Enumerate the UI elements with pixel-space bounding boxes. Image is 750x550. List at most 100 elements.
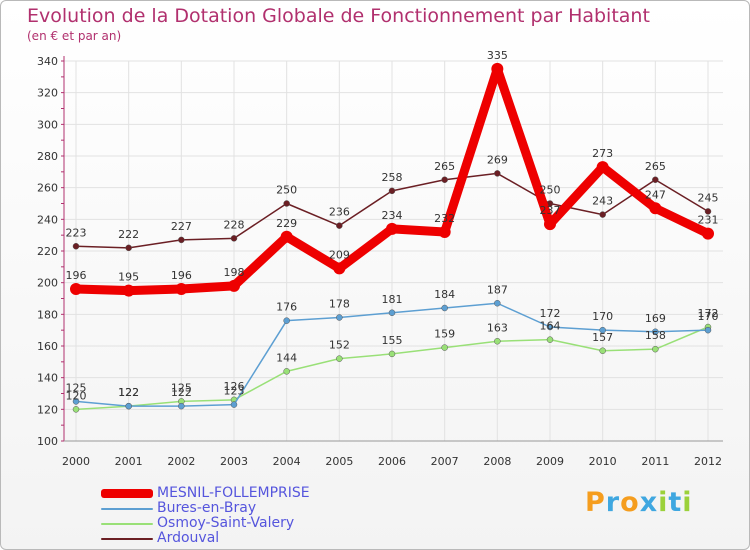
data-label-osmoy-saint-valery: 122 — [118, 386, 139, 399]
data-label-ardouval: 236 — [329, 206, 350, 219]
legend-swatch-bures — [101, 508, 153, 510]
logo-letter: r — [605, 487, 621, 518]
data-label-mesnil-follemprise: 229 — [276, 217, 297, 230]
data-point-osmoy-saint-valery — [546, 336, 554, 343]
data-point-mesnil-follemprise — [596, 161, 609, 174]
y-tick-label: 300 — [37, 118, 58, 131]
legend-item-bures: Bures-en-Bray — [101, 500, 401, 516]
data-point-osmoy-saint-valery — [652, 345, 659, 353]
data-label-osmoy-saint-valery: 159 — [434, 328, 455, 341]
data-point-osmoy-saint-valery — [336, 355, 343, 362]
data-point-mesnil-follemprise — [333, 262, 346, 275]
y-tick-label: 180 — [37, 308, 58, 321]
data-point-mesnil-follemprise — [491, 62, 504, 75]
data-point-osmoy-saint-valery — [283, 368, 290, 375]
data-point-bures-en-bray — [441, 304, 448, 312]
y-tick-label: 140 — [37, 372, 58, 385]
data-label-ardouval: 228 — [224, 218, 245, 231]
data-point-mesnil-follemprise — [122, 284, 135, 297]
x-tick-label: 2002 — [167, 455, 195, 468]
data-point-osmoy-saint-valery — [599, 347, 606, 354]
data-label-osmoy-saint-valery: 163 — [487, 321, 508, 334]
data-label-ardouval: 250 — [540, 184, 561, 197]
legend-label-osmoy: Osmoy-Saint-Valery — [157, 515, 295, 531]
data-point-bures-en-bray — [599, 326, 606, 334]
data-label-ardouval: 222 — [118, 228, 139, 241]
logo-letter: i — [682, 487, 693, 518]
data-point-ardouval — [388, 187, 396, 195]
data-label-bures-en-bray: 176 — [276, 301, 297, 314]
y-tick-label: 220 — [37, 245, 58, 258]
legend-item-mesnil: MESNIL-FOLLEMPRISE — [101, 485, 401, 501]
x-tick-label: 2010 — [589, 455, 617, 468]
data-label-ardouval: 265 — [434, 160, 455, 173]
x-tick-label: 2007 — [431, 455, 459, 468]
data-point-mesnil-follemprise — [702, 227, 714, 240]
data-label-ardouval: 245 — [698, 191, 719, 204]
x-tick-label: 2006 — [378, 455, 406, 468]
y-tick-label: 200 — [37, 277, 58, 290]
data-label-mesnil-follemprise: 209 — [329, 248, 350, 261]
data-point-mesnil-follemprise — [228, 279, 240, 292]
data-label-mesnil-follemprise: 196 — [66, 269, 87, 282]
x-tick-label: 2001 — [115, 455, 143, 468]
data-point-mesnil-follemprise — [438, 226, 451, 238]
data-point-bures-en-bray — [283, 317, 290, 324]
data-label-mesnil-follemprise: 234 — [382, 209, 403, 222]
data-point-bures-en-bray — [704, 326, 712, 334]
data-label-mesnil-follemprise: 198 — [224, 266, 245, 279]
legend-item-ardouval: Ardouval — [101, 530, 401, 546]
data-label-bures-en-bray: 169 — [645, 312, 666, 325]
data-label-bures-en-bray: 123 — [224, 385, 245, 398]
data-label-mesnil-follemprise: 195 — [118, 271, 139, 284]
logo-letter: t — [668, 487, 683, 518]
x-tick-label: 2008 — [483, 455, 511, 468]
logo-letter: o — [620, 487, 640, 518]
legend-swatch-mesnil — [101, 489, 153, 498]
y-tick-label: 120 — [37, 403, 58, 416]
y-tick-label: 340 — [37, 55, 58, 68]
data-label-osmoy-saint-valery: 126 — [224, 380, 245, 393]
x-tick-label: 2009 — [536, 455, 564, 468]
data-point-mesnil-follemprise — [70, 283, 82, 295]
data-label-mesnil-follemprise: 335 — [487, 49, 508, 62]
data-point-bures-en-bray — [230, 401, 238, 408]
data-label-osmoy-saint-valery: 164 — [540, 320, 561, 333]
legend-item-osmoy: Osmoy-Saint-Valery — [101, 515, 401, 531]
data-label-mesnil-follemprise: 247 — [645, 188, 666, 201]
x-tick-label: 2003 — [220, 455, 248, 468]
data-point-ardouval — [704, 208, 712, 215]
data-label-mesnil-follemprise: 237 — [540, 204, 561, 217]
legend-swatch-osmoy — [101, 523, 153, 525]
data-label-mesnil-follemprise: 232 — [434, 212, 455, 225]
data-point-ardouval — [230, 235, 238, 242]
logo-letter: P — [585, 487, 606, 518]
y-tick-label: 280 — [37, 150, 58, 163]
data-label-bures-en-bray: 170 — [698, 310, 719, 323]
data-label-bures-en-bray: 122 — [171, 386, 192, 399]
data-point-ardouval — [494, 170, 501, 177]
legend: MESNIL-FOLLEMPRISE Bures-en-Bray Osmoy-S… — [101, 485, 401, 546]
data-point-bures-en-bray — [388, 309, 396, 316]
data-point-mesnil-follemprise — [544, 218, 556, 231]
data-label-mesnil-follemprise: 231 — [698, 214, 719, 227]
data-label-ardouval: 265 — [645, 160, 666, 173]
data-point-bures-en-bray — [72, 398, 80, 405]
logo-letter: x — [639, 487, 659, 518]
data-point-osmoy-saint-valery — [72, 406, 80, 413]
legend-label-ardouval: Ardouval — [157, 530, 220, 546]
data-label-ardouval: 258 — [382, 171, 403, 184]
data-point-mesnil-follemprise — [386, 222, 398, 235]
y-tick-label: 320 — [37, 87, 58, 100]
legend-label-bures: Bures-en-Bray — [157, 500, 257, 516]
data-label-bures-en-bray: 184 — [434, 288, 455, 301]
data-label-osmoy-saint-valery: 144 — [276, 351, 297, 364]
data-point-ardouval — [599, 211, 606, 218]
data-label-bures-en-bray: 172 — [540, 307, 561, 320]
y-tick-label: 260 — [37, 182, 58, 195]
y-tick-label: 240 — [37, 213, 58, 226]
legend-label-mesnil: MESNIL-FOLLEMPRISE — [157, 485, 310, 501]
data-point-osmoy-saint-valery — [494, 338, 501, 345]
chart-subtitle: (en € et par an) — [27, 29, 122, 43]
y-tick-label: 100 — [37, 435, 58, 448]
